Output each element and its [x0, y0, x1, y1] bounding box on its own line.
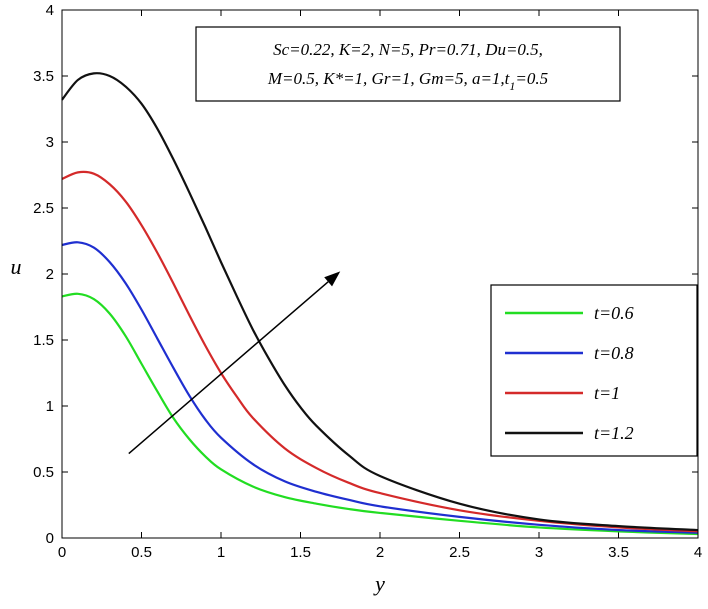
- x-tick-label: 1: [217, 544, 225, 561]
- x-tick-label: 0.5: [131, 544, 152, 561]
- x-tick-label: 2: [376, 544, 384, 561]
- y-tick-label: 0.5: [33, 464, 54, 481]
- legend-label-3: t=1: [594, 383, 620, 403]
- y-tick-label: 2: [46, 266, 54, 283]
- x-tick-label: 3.5: [608, 544, 629, 561]
- annotation-line-1: Sc=0.22, K=2, N=5, Pr=0.71, Du=0.5,: [273, 40, 543, 59]
- annotation-line-2: M=0.5, K*=1, Gr=1, Gm=5, a=1,t1=0.5: [267, 69, 548, 93]
- x-axis-label: y: [373, 571, 385, 596]
- parameter-annotation: Sc=0.22, K=2, N=5, Pr=0.71, Du=0.5, M=0.…: [195, 26, 621, 102]
- annotation-frame: [195, 26, 621, 102]
- ticks-layer: 0 0.5 1 1.5 2 2.5 3 3.5 4 0 0.5 1 1.5 2 2.5 3 3.5 4: [33, 2, 702, 561]
- legend: t=0.6 t=0.8 t=1 t=1.2: [490, 284, 698, 457]
- series-line-3: [61, 170, 699, 533]
- x-tick-label: 1.5: [290, 544, 311, 561]
- series-line-1: [61, 292, 699, 536]
- x-tick-label: 0: [58, 544, 66, 561]
- y-tick-label: 3: [46, 134, 54, 151]
- annotation-line-2-main: M=0.5, K*=1, Gr=1, Gm=5, a=1,t: [267, 69, 511, 88]
- y-axis-label: u: [11, 254, 22, 279]
- legend-label-2: t=0.8: [594, 343, 634, 363]
- trend-arrow: [128, 271, 341, 455]
- annotation-line-2-end: =0.5: [515, 69, 548, 88]
- legend-label-1: t=0.6: [594, 303, 634, 323]
- series-layer: [61, 72, 699, 536]
- y-tick-label: 4: [46, 2, 54, 19]
- y-tick-label: 1.5: [33, 332, 54, 349]
- y-tick-label: 0: [46, 530, 54, 547]
- legend-label-4: t=1.2: [594, 423, 634, 443]
- x-tick-label: 4: [694, 544, 702, 561]
- y-tick-label: 2.5: [33, 200, 54, 217]
- x-tick-label: 3: [535, 544, 543, 561]
- annotation-line-2-sub: 1: [509, 79, 515, 93]
- trend-arrow-head: [324, 271, 341, 287]
- y-tick-label: 3.5: [33, 68, 54, 85]
- plot-frame: [61, 9, 699, 539]
- series-line-4: [61, 72, 699, 532]
- x-tick-label: 2.5: [449, 544, 470, 561]
- trend-arrow-line: [128, 281, 329, 455]
- y-tick-label: 1: [46, 398, 54, 415]
- series-line-2: [61, 241, 699, 534]
